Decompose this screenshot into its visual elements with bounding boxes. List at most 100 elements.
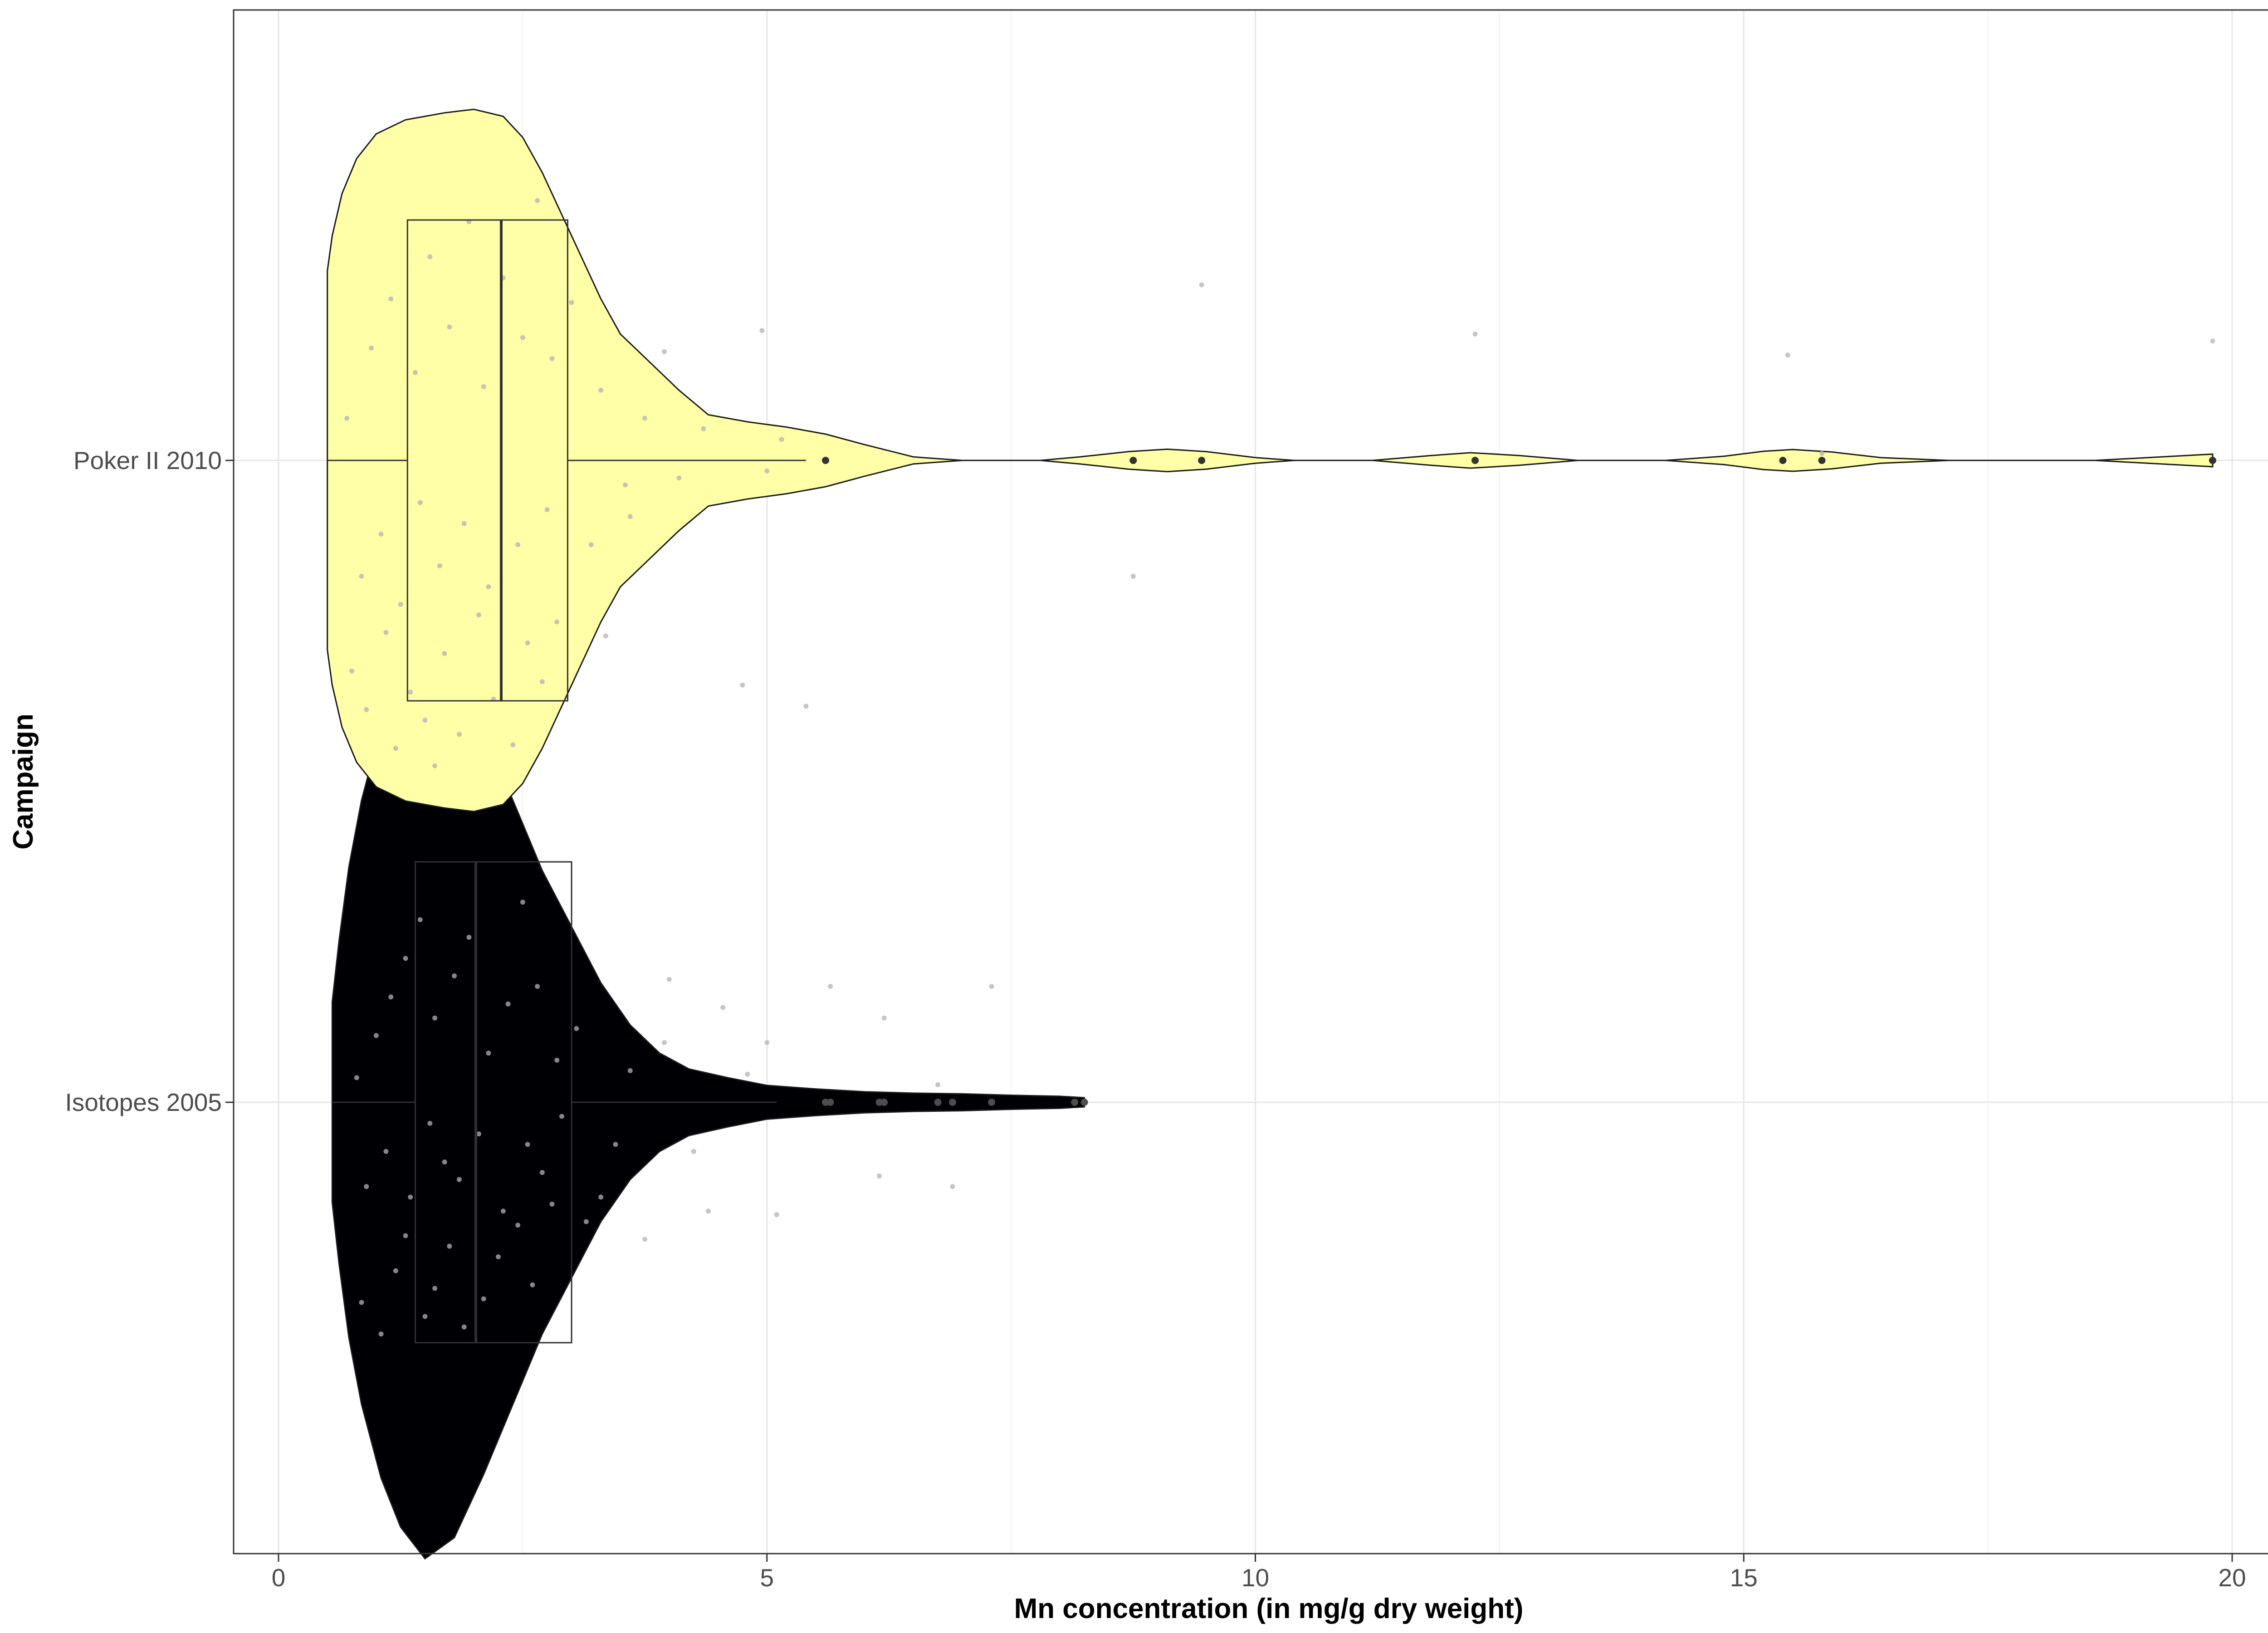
data-point (666, 977, 672, 982)
outlier-point (988, 1099, 996, 1106)
data-point (408, 689, 413, 695)
data-point (359, 1300, 364, 1305)
data-point (876, 1173, 882, 1178)
outlier-point (822, 457, 829, 464)
data-point (359, 573, 364, 579)
data-point (676, 475, 682, 481)
data-point (481, 1296, 486, 1301)
data-point (383, 1149, 389, 1154)
data-point (642, 1237, 648, 1242)
data-point (520, 335, 525, 340)
data-point (554, 619, 560, 625)
data-point (549, 356, 555, 361)
data-point (539, 1170, 545, 1175)
data-point (364, 707, 369, 712)
outlier-point (826, 1099, 834, 1106)
data-point (779, 437, 784, 442)
data-point (442, 651, 447, 656)
data-point (559, 1114, 564, 1119)
data-point (383, 630, 389, 635)
outlier-point (948, 1099, 956, 1106)
data-point (510, 742, 516, 748)
data-point (1819, 451, 1824, 456)
x-axis-title: Mn concentration (in mg/g dry weight) (1014, 1593, 1524, 1624)
data-point (447, 1243, 452, 1249)
data-point (417, 917, 423, 922)
data-point (496, 1254, 501, 1260)
data-point (354, 1075, 359, 1081)
data-point (662, 1040, 667, 1045)
data-point (500, 1208, 506, 1214)
y-axis-title: Campaign (8, 714, 39, 850)
data-point (745, 1071, 750, 1077)
box-iqr (414, 861, 572, 1344)
data-point (583, 1219, 589, 1224)
outlier-point (934, 1099, 942, 1106)
data-point (427, 254, 433, 259)
data-point (539, 679, 545, 684)
plot-panel-border (233, 9, 2268, 1555)
data-point (417, 500, 423, 505)
data-point (554, 1057, 560, 1063)
data-point (515, 1222, 521, 1228)
outlier-point (1129, 457, 1137, 464)
data-point (627, 1068, 633, 1073)
data-point (378, 1331, 384, 1337)
x-tick-label: 15 (1730, 1564, 1758, 1592)
data-point (515, 542, 521, 548)
data-point (447, 324, 452, 330)
data-point (881, 1015, 887, 1021)
data-point (486, 1051, 491, 1056)
data-point (437, 563, 442, 568)
data-point (544, 507, 550, 512)
data-point (476, 1131, 481, 1137)
y-tick-label: Isotopes 2005 (65, 1088, 222, 1116)
box-iqr (406, 219, 568, 702)
data-point (408, 1194, 413, 1200)
outlier-point (1198, 457, 1206, 464)
data-point (989, 984, 994, 989)
data-point (344, 416, 350, 421)
data-point (764, 1040, 770, 1045)
data-point (1199, 282, 1204, 288)
series-2 (331, 645, 1088, 1560)
data-point (598, 387, 604, 393)
data-point (432, 763, 438, 768)
data-point (1130, 573, 1136, 579)
data-point (403, 1233, 408, 1238)
outlier-point (1071, 1099, 1079, 1106)
data-point (393, 746, 398, 751)
data-point (535, 198, 540, 203)
data-point (530, 1282, 535, 1287)
data-point (466, 934, 472, 940)
data-point (476, 612, 481, 618)
data-point (388, 994, 394, 1000)
data-point (535, 984, 540, 989)
data-point (588, 542, 594, 548)
data-point (398, 601, 403, 607)
data-point (598, 1194, 604, 1200)
data-point (569, 300, 574, 305)
data-point (413, 370, 418, 375)
y-tick-label: Poker II 2010 (73, 446, 222, 474)
data-point (505, 1001, 511, 1007)
data-point (613, 1142, 618, 1147)
data-point (427, 1120, 433, 1126)
data-point (461, 1324, 467, 1330)
data-point (369, 345, 374, 351)
data-point (603, 633, 608, 639)
data-point (525, 1142, 530, 1147)
data-point (378, 532, 384, 537)
data-point (627, 514, 633, 519)
data-point (432, 1015, 438, 1021)
data-point (349, 668, 354, 674)
data-point (456, 1177, 462, 1182)
data-point (706, 1208, 711, 1214)
data-point (486, 584, 491, 590)
data-point (481, 384, 486, 389)
data-point (701, 426, 706, 431)
data-point (432, 1286, 438, 1291)
data-point (461, 521, 467, 526)
outlier-point (1779, 457, 1787, 464)
